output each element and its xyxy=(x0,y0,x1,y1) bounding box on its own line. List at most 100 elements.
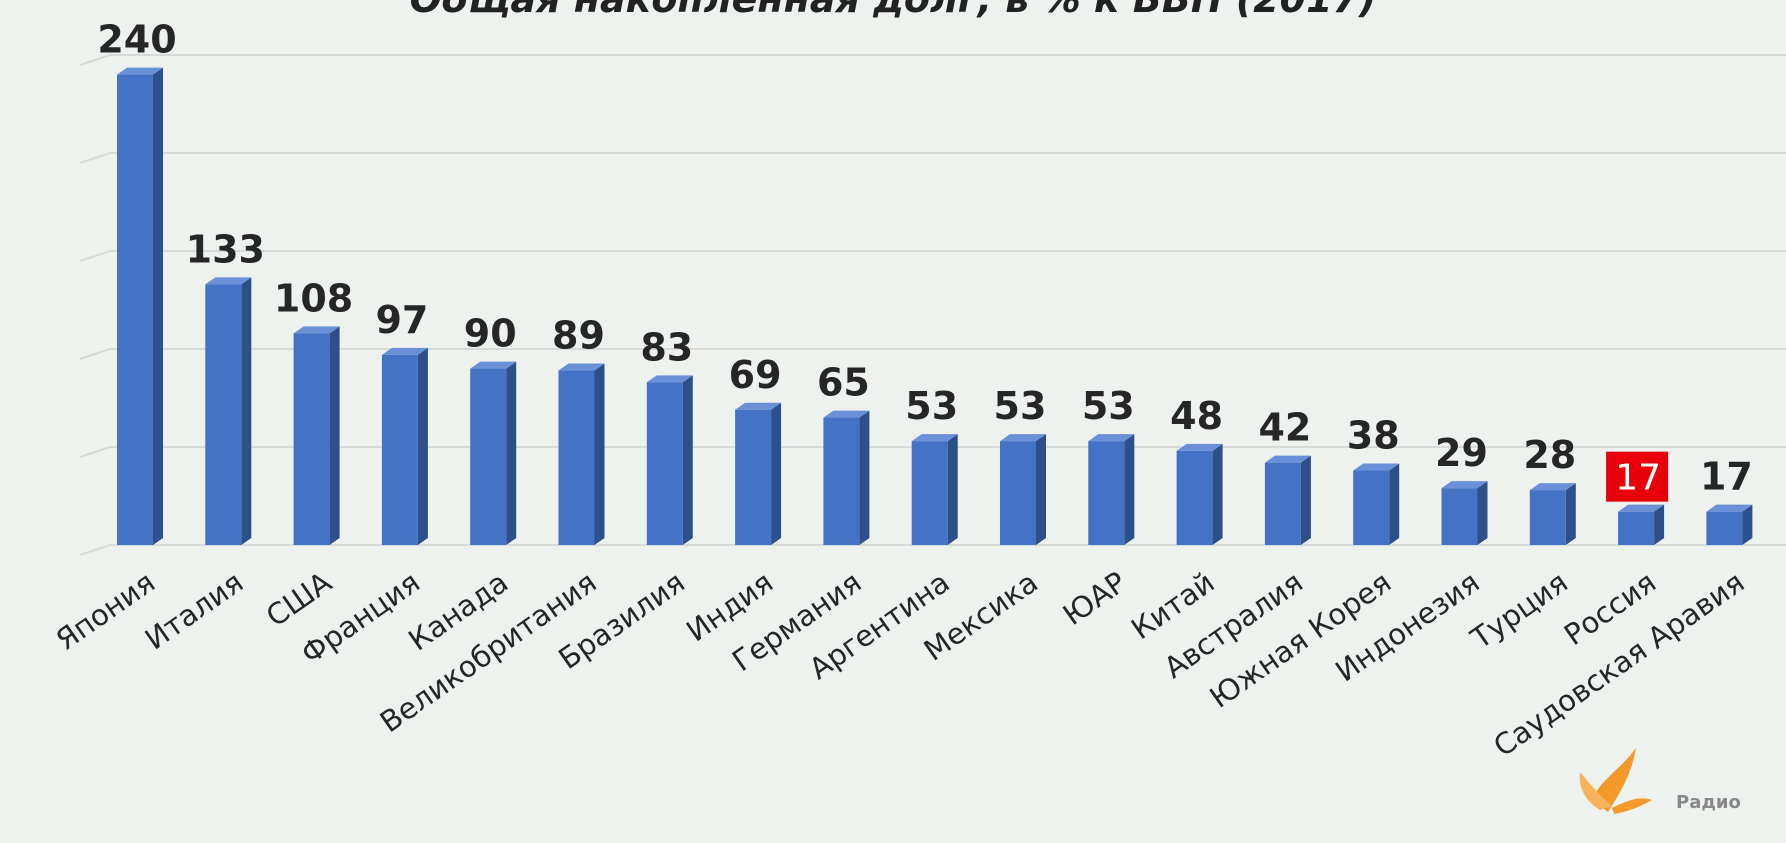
bar-top xyxy=(911,434,958,442)
data-label: 17 xyxy=(1615,458,1661,499)
data-label: 53 xyxy=(905,384,958,428)
bar xyxy=(381,347,428,545)
bar-front xyxy=(205,284,242,545)
bar-side xyxy=(329,326,340,545)
bar-side xyxy=(1212,443,1223,545)
data-label: 69 xyxy=(729,353,782,397)
bar-side xyxy=(153,67,163,545)
data-label: 65 xyxy=(817,361,870,405)
data-label: 29 xyxy=(1435,431,1488,475)
data-label: 83 xyxy=(640,325,693,369)
bar xyxy=(911,434,958,545)
bar xyxy=(558,363,605,545)
bar xyxy=(1000,434,1046,545)
bar xyxy=(1706,504,1753,545)
data-label: 240 xyxy=(97,18,176,62)
data-label: 53 xyxy=(1082,384,1135,428)
bar-front xyxy=(646,382,683,545)
bar-side xyxy=(1565,483,1576,545)
bar-front xyxy=(1529,490,1566,545)
data-label: 133 xyxy=(186,227,265,271)
bar xyxy=(1176,443,1223,545)
bar-side xyxy=(1389,463,1400,545)
bar-side xyxy=(859,410,870,545)
gridline-diag xyxy=(79,152,111,164)
bar-front xyxy=(470,368,507,545)
bar-front xyxy=(1176,450,1213,545)
bar-side xyxy=(947,434,958,545)
bar xyxy=(1088,434,1135,545)
bar xyxy=(1353,463,1400,545)
bar-top xyxy=(1353,463,1400,471)
bar-top xyxy=(117,67,163,75)
category-label: Италия xyxy=(139,565,250,657)
bar-side xyxy=(1742,504,1753,545)
bar-top xyxy=(735,402,782,410)
bar-side xyxy=(1036,434,1046,545)
category-label: ЮАР xyxy=(1057,565,1133,632)
bar-top xyxy=(558,363,605,371)
bar-top xyxy=(470,361,517,369)
bar-side xyxy=(241,277,252,545)
bar-side xyxy=(594,363,605,545)
gridline-diag xyxy=(79,54,111,66)
gridline-diag xyxy=(79,348,111,360)
bar-top xyxy=(293,326,340,334)
bar xyxy=(470,361,517,545)
radio-logo: Радио xyxy=(1579,748,1741,814)
data-label: 53 xyxy=(994,384,1047,428)
bar-side xyxy=(1300,455,1311,545)
bar-side xyxy=(1654,504,1665,545)
bar-front xyxy=(735,409,772,545)
chart-title: Общая накопленная долг, в % к ВВП (2017) xyxy=(410,0,1377,21)
bar xyxy=(646,375,693,545)
bar-top xyxy=(1000,434,1046,442)
bar-top xyxy=(205,277,252,285)
bar-top xyxy=(1264,455,1311,463)
bar-top xyxy=(1529,483,1576,491)
bar-front xyxy=(1353,470,1390,545)
bars xyxy=(117,67,1753,545)
bar-top xyxy=(1706,504,1753,512)
bar-top xyxy=(1176,443,1223,451)
bar-top xyxy=(381,347,428,355)
bar-side xyxy=(771,402,782,545)
data-label: 90 xyxy=(464,312,517,356)
bar xyxy=(1618,504,1665,545)
bar-side xyxy=(1124,434,1135,545)
bar xyxy=(1529,483,1576,545)
bar-front xyxy=(117,74,153,545)
bar-front xyxy=(823,417,860,545)
data-label: 28 xyxy=(1523,433,1576,477)
data-label: 38 xyxy=(1347,414,1400,458)
bar xyxy=(293,326,340,545)
bar-front xyxy=(1618,511,1655,545)
bar-side xyxy=(1477,481,1488,545)
bar-front xyxy=(293,333,330,545)
bar-front xyxy=(1000,441,1036,545)
data-label: 17 xyxy=(1700,455,1753,499)
bar xyxy=(205,277,252,545)
bar-front xyxy=(1264,462,1301,545)
bar-front xyxy=(558,370,595,545)
bar-top xyxy=(1088,434,1135,442)
data-label: 97 xyxy=(375,298,428,342)
data-label: 42 xyxy=(1258,406,1311,450)
bar-front xyxy=(1706,511,1743,545)
bar-side xyxy=(417,347,428,545)
bar-top xyxy=(646,375,693,383)
bar-front xyxy=(1441,488,1478,545)
gridline-diag xyxy=(79,446,111,458)
data-label: 89 xyxy=(552,314,605,358)
bar xyxy=(1441,481,1488,545)
radio-svoboda-flame-icon xyxy=(1579,748,1652,814)
gridline-diag xyxy=(79,544,111,556)
bar-top xyxy=(1441,481,1488,489)
bar xyxy=(735,402,782,545)
bar-side xyxy=(506,361,517,545)
bar xyxy=(117,67,163,545)
